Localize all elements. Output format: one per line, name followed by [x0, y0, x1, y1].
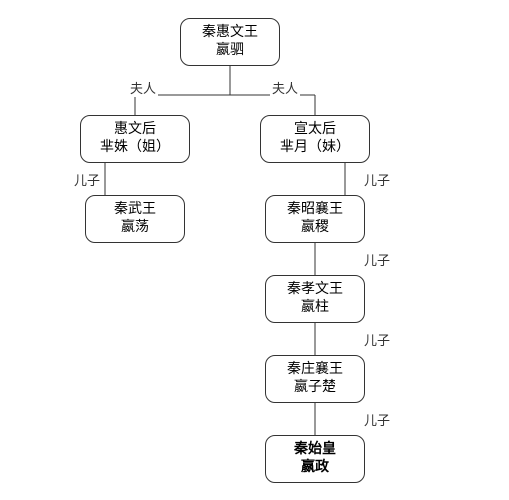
node-line1: 宣太后 — [273, 121, 357, 139]
node-root: 秦惠文王 嬴驷 — [180, 18, 280, 66]
node-line1: 秦孝文王 — [278, 281, 352, 299]
node-son-r1: 秦昭襄王 嬴稷 — [265, 195, 365, 243]
node-son-r4: 秦始皇 嬴政 — [265, 435, 365, 483]
node-line2: 嬴柱 — [278, 299, 352, 317]
label-son-r3: 儿子 — [362, 330, 392, 349]
node-line2: 嬴政 — [278, 459, 352, 477]
label-son-r4: 儿子 — [362, 410, 392, 429]
node-line1: 惠文后 — [93, 121, 177, 139]
node-son-left: 秦武王 嬴荡 — [85, 195, 185, 243]
label-son-left: 儿子 — [72, 170, 102, 189]
node-line2: 芈月（妹） — [273, 139, 357, 157]
label-son-r1: 儿子 — [362, 170, 392, 189]
node-son-r2: 秦孝文王 嬴柱 — [265, 275, 365, 323]
node-line2: 芈姝（姐） — [93, 139, 177, 157]
node-wife-left: 惠文后 芈姝（姐） — [80, 115, 190, 163]
node-line1: 秦武王 — [98, 201, 172, 219]
node-line1: 秦庄襄王 — [278, 361, 352, 379]
node-line2: 嬴驷 — [193, 42, 267, 60]
label-son-r2: 儿子 — [362, 250, 392, 269]
connector-lines — [0, 0, 509, 500]
node-wife-right: 宣太后 芈月（妹） — [260, 115, 370, 163]
node-son-r3: 秦庄襄王 嬴子楚 — [265, 355, 365, 403]
node-line2: 嬴稷 — [278, 219, 352, 237]
label-wife-right: 夫人 — [270, 78, 300, 97]
node-line2: 嬴荡 — [98, 219, 172, 237]
node-line2: 嬴子楚 — [278, 379, 352, 397]
node-line1: 秦始皇 — [278, 441, 352, 459]
label-wife-left: 夫人 — [128, 78, 158, 97]
node-line1: 秦惠文王 — [193, 24, 267, 42]
node-line1: 秦昭襄王 — [278, 201, 352, 219]
